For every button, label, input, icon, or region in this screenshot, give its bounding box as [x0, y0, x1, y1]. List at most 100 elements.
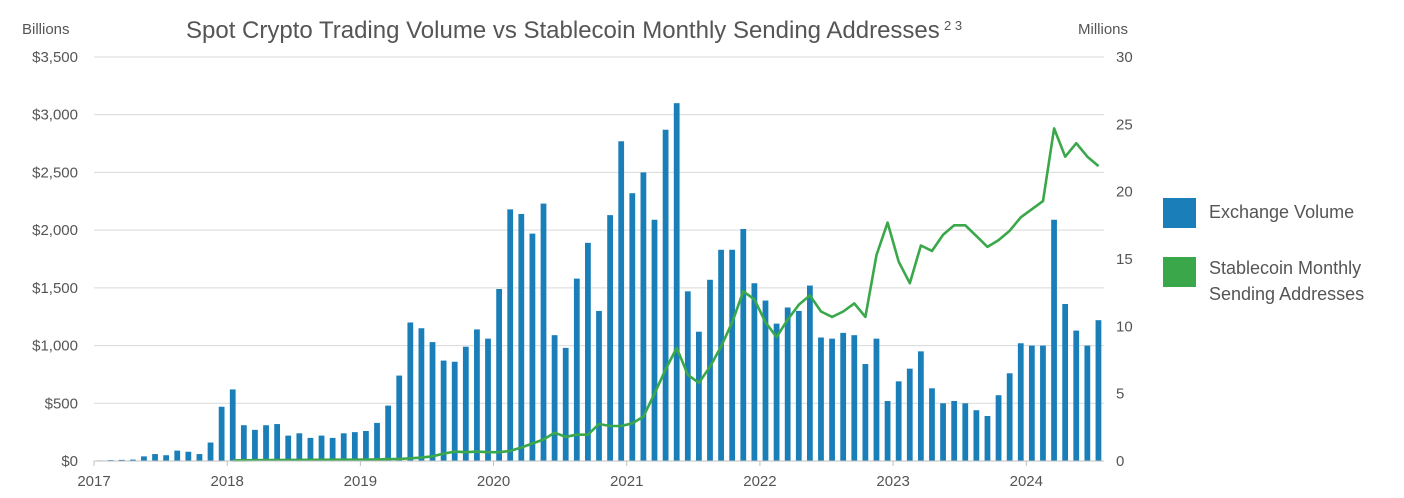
bar-exchange-volume: [551, 335, 558, 461]
bar-exchange-volume: [696, 331, 702, 461]
bar-exchange-volume: [340, 433, 347, 461]
bar-exchange-volume: [640, 172, 647, 461]
legend: Exchange Volume Stablecoin Monthly Sending…: [1163, 198, 1364, 304]
bar-exchange-volume: [152, 454, 158, 461]
bar-exchange-volume: [573, 278, 580, 461]
bar-exchange-volume: [207, 442, 214, 461]
bar-exchange-volume: [307, 437, 314, 461]
x-tick-label: 2018: [210, 473, 243, 490]
legend-swatch-exchange-volume: [1163, 198, 1196, 228]
bar-exchange-volume: [1017, 343, 1024, 461]
bar-exchange-volume: [263, 425, 269, 461]
bar-exchange-volume: [363, 430, 369, 461]
bar-exchange-volume: [540, 203, 547, 461]
bar-exchange-volume: [1006, 373, 1013, 461]
bar-exchange-volume: [285, 435, 292, 461]
bar-exchange-volume: [429, 342, 436, 461]
bar-exchange-volume: [163, 455, 170, 461]
bar-exchange-volume: [884, 400, 891, 461]
bar-exchange-volume: [1095, 320, 1102, 461]
y-right-tick-label: 30: [1116, 49, 1133, 66]
y-left-tick-label: $500: [45, 395, 78, 412]
bar-exchange-volume: [1062, 304, 1069, 461]
bar-exchange-volume: [995, 395, 1002, 461]
x-tick-label: 2022: [743, 473, 776, 490]
bar-exchange-volume: [229, 389, 236, 461]
y-left-tick-label: $1,000: [32, 338, 78, 355]
bar-exchange-volume: [618, 141, 625, 461]
bar-exchange-volume: [518, 213, 525, 461]
bar-exchange-volume: [440, 360, 447, 461]
y-right-tick-label: 0: [1116, 453, 1124, 470]
bar-exchange-volume: [929, 388, 935, 461]
bar-exchange-volume: [1051, 219, 1057, 461]
bar-exchange-volume: [252, 429, 258, 461]
bar-exchange-volume: [507, 209, 514, 461]
bar-exchange-volume: [174, 450, 181, 461]
bar-exchange-volume: [129, 459, 136, 461]
bar-exchange-volume: [962, 403, 969, 461]
bar-exchange-volume: [784, 307, 791, 461]
bar-exchange-volume: [274, 424, 281, 461]
bar-exchange-volume: [895, 381, 902, 461]
bar-exchange-volume: [718, 249, 724, 461]
exchange-volume-bars: [96, 103, 1102, 462]
bar-exchange-volume: [818, 337, 824, 461]
y-left-tick-label: $1,500: [32, 280, 78, 297]
y-right-tick-label: 5: [1116, 386, 1124, 403]
bar-exchange-volume: [917, 351, 924, 461]
bar-exchange-volume: [906, 368, 913, 461]
stablecoin-line-layer: [232, 127, 1100, 462]
chart-title-superscript: 2 3: [944, 18, 962, 33]
bar-exchange-volume: [462, 346, 469, 461]
y-left-tick-label: $3,000: [32, 107, 78, 124]
x-tick-label: 2019: [344, 473, 377, 490]
bar-exchange-volume: [740, 228, 747, 461]
bar-exchange-volume: [329, 437, 336, 461]
bar-exchange-volume: [662, 129, 669, 461]
legend-label-stablecoin: Stablecoin Monthly Sending Addresses: [1209, 258, 1364, 304]
bar-exchange-volume: [418, 328, 425, 461]
bar-exchange-volume: [240, 425, 247, 461]
bar-exchange-volume: [607, 215, 613, 461]
bar-exchange-volume: [751, 283, 758, 461]
y-right-tick-label: 15: [1116, 251, 1133, 268]
y-left-tick-label: $0: [61, 453, 78, 470]
bar-exchange-volume: [762, 300, 769, 461]
bar-exchange-volume: [351, 432, 358, 461]
x-tick-label: 2020: [477, 473, 510, 490]
bar-exchange-volume: [1040, 345, 1046, 461]
bar-exchange-volume: [185, 451, 192, 461]
bar-exchange-volume: [984, 415, 991, 461]
bar-exchange-volume: [673, 103, 680, 462]
bar-exchange-volume: [1084, 345, 1091, 461]
bar-exchange-volume: [451, 361, 458, 461]
line-stablecoin-addresses: [232, 127, 1100, 462]
bar-exchange-volume: [141, 456, 147, 461]
y-right-tick-label: 10: [1116, 318, 1133, 335]
x-tick-label: 2024: [1010, 473, 1043, 490]
bar-exchange-volume: [385, 405, 392, 461]
bar-exchange-volume: [651, 219, 658, 461]
bar-exchange-volume: [296, 433, 303, 461]
bar-exchange-volume: [196, 454, 203, 461]
bar-exchange-volume: [118, 459, 125, 461]
bar-exchange-volume: [806, 285, 813, 461]
bar-exchange-volume: [851, 335, 858, 461]
bar-exchange-volume: [707, 279, 713, 461]
bar-exchange-volume: [840, 332, 847, 461]
y-right-unit-label: Millions: [1078, 21, 1128, 38]
y-left-tick-label: $2,500: [32, 164, 78, 181]
y-left-tick-label: $3,500: [32, 49, 78, 66]
bar-exchange-volume: [729, 249, 736, 461]
legend-swatch-stablecoin: [1163, 257, 1196, 287]
gridlines: [94, 56, 1104, 404]
x-tick-label: 2021: [610, 473, 643, 490]
tick-labels: $0 $500 $1,000 $1,500 $2,000 $2,500 $3,000 $3,5…: [32, 49, 1133, 490]
bar-exchange-volume: [318, 435, 325, 461]
bar-exchange-volume: [795, 310, 802, 461]
y-left-unit-label: Billions: [22, 21, 70, 38]
bar-exchange-volume: [940, 403, 946, 461]
bar-exchange-volume: [562, 347, 569, 461]
